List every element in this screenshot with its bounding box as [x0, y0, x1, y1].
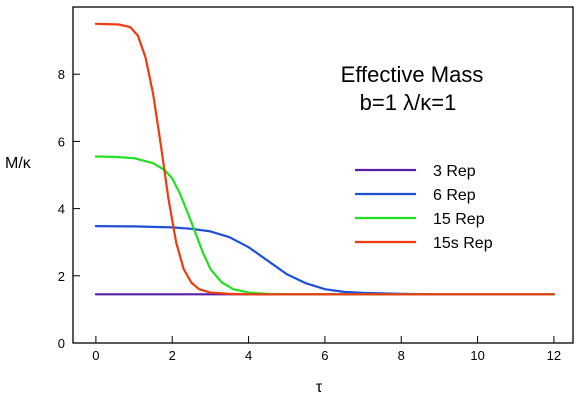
x-axis-label: τ: [316, 379, 323, 396]
x-tick-label: 12: [547, 348, 561, 363]
y-tick-label: 4: [58, 202, 65, 217]
y-tick-label: 6: [58, 134, 65, 149]
legend-label: 15s Rep: [433, 235, 493, 252]
series-layer: [94, 22, 555, 296]
y-tick-label: 8: [58, 67, 65, 82]
legend-label: 6 Rep: [433, 187, 476, 204]
y-tick-label: 0: [58, 336, 65, 351]
x-tick-label: 2: [169, 348, 176, 363]
axis-ticks: 0 2 4 6 8 10 12 0 2 4 6 8: [58, 67, 561, 363]
x-tick-label: 8: [398, 348, 405, 363]
plot-frame: [72, 6, 574, 344]
y-tick-label: 2: [58, 269, 65, 284]
y-axis-label: M/κ: [5, 155, 32, 172]
legend-label: 15 Rep: [433, 211, 485, 228]
series-line-4: [94, 22, 555, 296]
x-tick-label: 4: [245, 348, 252, 363]
x-tick-label: 10: [470, 348, 484, 363]
chart-title: Effective Mass: [341, 62, 484, 87]
legend-label: 3 Rep: [433, 163, 476, 180]
legend: 3 Rep 6 Rep 15 Rep 15s Rep: [355, 163, 493, 252]
x-tick-label: 0: [92, 348, 99, 363]
chart-subtitle: b=1 λ/κ=1: [360, 90, 457, 115]
x-tick-label: 6: [321, 348, 328, 363]
